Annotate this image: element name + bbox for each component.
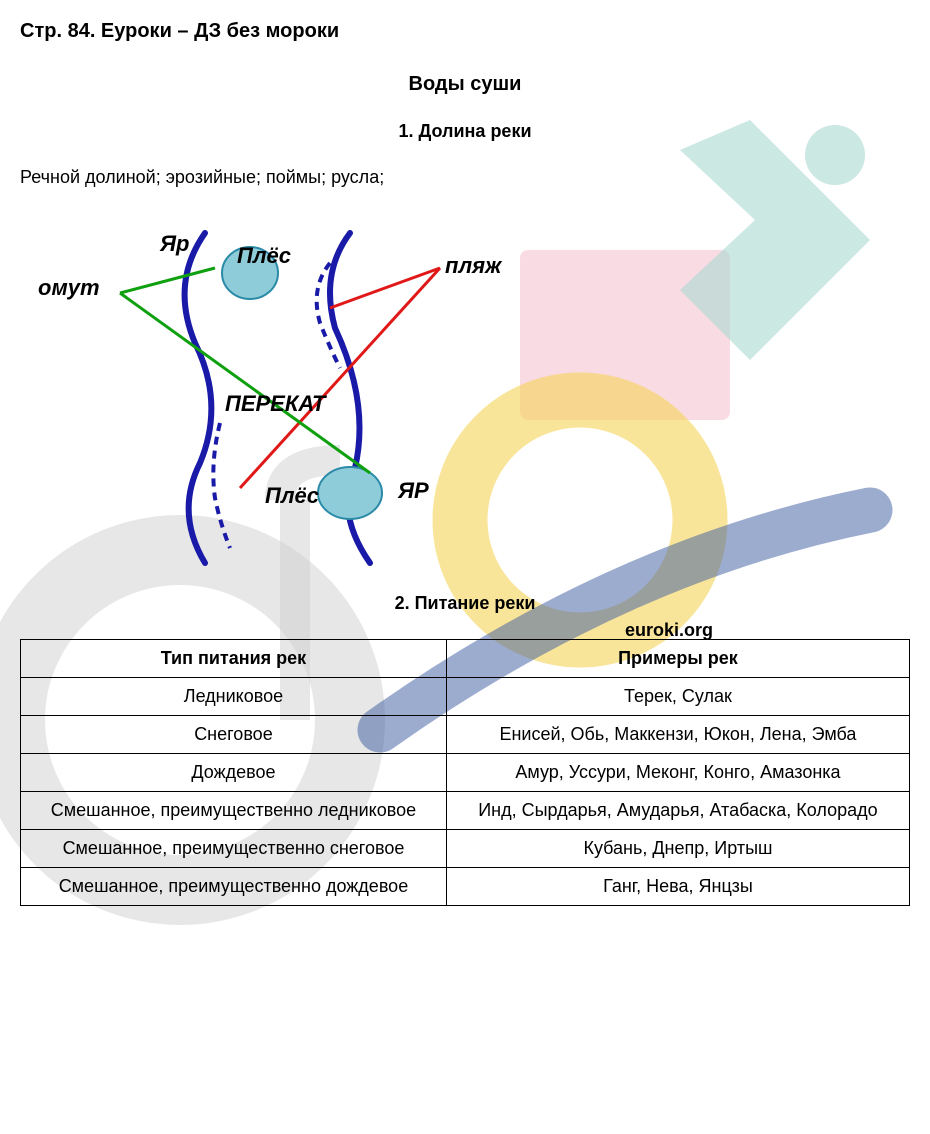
table-row: Смешанное, преимущественно дождевое Ганг… [21, 868, 910, 906]
table-row: Дождевое Амур, Уссури, Меконг, Конго, Ам… [21, 754, 910, 792]
section2-heading: 2. Питание реки [20, 593, 910, 614]
label-ples2: Плёс [265, 483, 319, 509]
table-header-col1: Тип питания рек [21, 640, 447, 678]
table-row: Снеговое Енисей, Обь, Маккензи, Юкон, Ле… [21, 716, 910, 754]
label-perekat: ПЕРЕКАТ [225, 391, 325, 417]
river-diagram-svg [30, 213, 630, 573]
river-diagram: Яр Плёс пляж омут ПЕРЕКАТ Плёс ЯР [30, 213, 630, 573]
river-table: Тип питания рек Примеры рек Ледниковое Т… [20, 639, 910, 906]
section1-text: Речной долиной; эрозийные; поймы; русла; [20, 167, 910, 188]
page-header: Стр. 84. Еуроки – ДЗ без мороки [20, 20, 910, 43]
label-yar2: ЯР [398, 478, 429, 504]
label-ples1: Плёс [237, 243, 291, 269]
table-row: Смешанное, преимущественно снеговое Куба… [21, 830, 910, 868]
table-header-row: Тип питания рек Примеры рек [21, 640, 910, 678]
label-plyazh: пляж [445, 253, 501, 279]
table-row: Смешанное, преимущественно ледниковое Ин… [21, 792, 910, 830]
page-title: Воды суши [20, 73, 910, 96]
section1-heading: 1. Долина реки [20, 121, 910, 142]
label-yar1: Яр [160, 231, 189, 257]
label-omut: омут [38, 275, 100, 301]
table-header-col2: Примеры рек [446, 640, 909, 678]
table-row: Ледниковое Терек, Сулак [21, 678, 910, 716]
site-link: euroki.org [625, 620, 713, 641]
